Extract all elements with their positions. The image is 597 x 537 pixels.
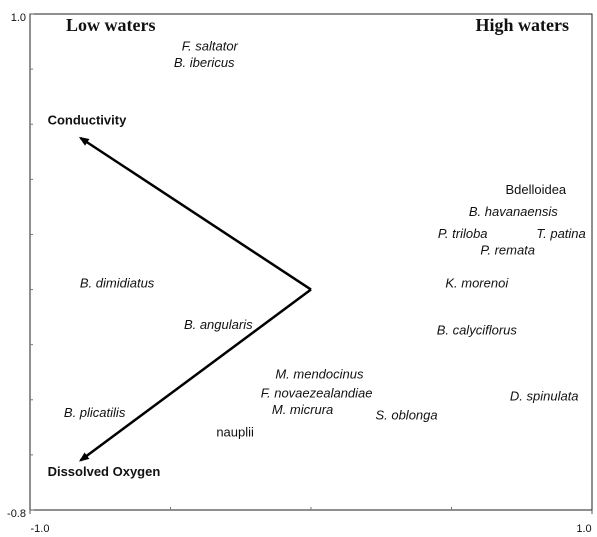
species-label: B. angularis bbox=[184, 317, 253, 332]
vector-arrow bbox=[78, 136, 312, 291]
species-label: B. dimidiatus bbox=[80, 275, 155, 290]
species-label: T. patina bbox=[536, 226, 585, 241]
species-label: B. calyciflorus bbox=[437, 322, 518, 337]
species-label: D. spinulata bbox=[510, 388, 579, 403]
species-label: M. micrura bbox=[272, 402, 333, 417]
species-label: P. remata bbox=[480, 242, 535, 257]
species-label: S. oblonga bbox=[375, 408, 437, 423]
species-label: nauplii bbox=[216, 424, 254, 439]
y-tick-label: -0.8 bbox=[7, 508, 26, 520]
vector-label: Conductivity bbox=[48, 112, 127, 127]
annotation: High waters bbox=[476, 15, 570, 35]
vector-label: Dissolved Oxygen bbox=[48, 464, 161, 479]
annotation: Low waters bbox=[66, 15, 155, 35]
species-label: P. triloba bbox=[438, 226, 488, 241]
species-label: B. plicatilis bbox=[64, 405, 126, 420]
y-tick-label: 1.0 bbox=[11, 12, 26, 24]
species-label: B. havanaensis bbox=[469, 204, 558, 219]
x-tick-label: -1.0 bbox=[31, 523, 50, 535]
vector-arrow bbox=[78, 288, 312, 462]
species-label: Bdelloidea bbox=[505, 182, 566, 197]
species-label: B. ibericus bbox=[174, 55, 235, 70]
species-label: F. saltator bbox=[182, 39, 239, 54]
species-label: M. mendocinus bbox=[275, 366, 364, 381]
x-tick-label: 1.0 bbox=[576, 523, 591, 535]
species-label: K. morenoi bbox=[445, 275, 509, 290]
species-label: F. novaezealandiae bbox=[261, 386, 373, 401]
